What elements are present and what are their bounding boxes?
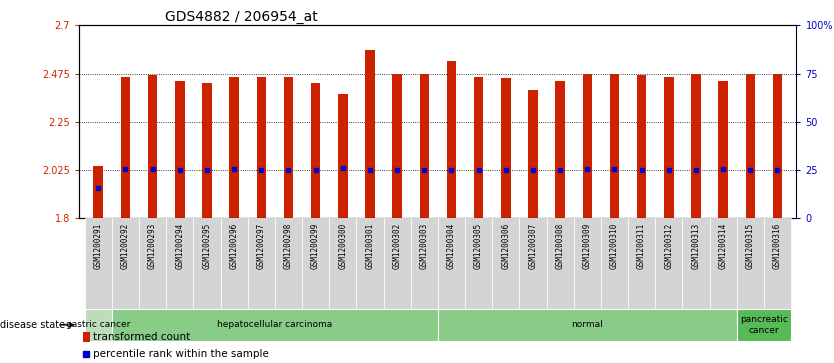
Text: transformed count: transformed count bbox=[93, 332, 191, 342]
Bar bbox=[202, 83, 212, 218]
Text: gastric cancer: gastric cancer bbox=[66, 321, 130, 329]
Bar bbox=[600, 218, 628, 309]
Bar bbox=[311, 83, 320, 218]
Text: GSM1200313: GSM1200313 bbox=[691, 222, 701, 269]
Text: GSM1200294: GSM1200294 bbox=[175, 222, 184, 269]
Text: pancreatic
cancer: pancreatic cancer bbox=[740, 315, 788, 335]
Bar bbox=[520, 218, 546, 309]
Bar bbox=[764, 218, 791, 309]
Bar bbox=[637, 74, 646, 218]
Bar bbox=[220, 218, 248, 309]
Bar bbox=[121, 77, 130, 218]
Text: GSM1200305: GSM1200305 bbox=[474, 222, 483, 269]
Bar bbox=[356, 218, 384, 309]
Text: GSM1200302: GSM1200302 bbox=[393, 222, 402, 269]
Bar bbox=[628, 218, 656, 309]
Bar bbox=[772, 73, 782, 218]
Bar bbox=[365, 50, 374, 218]
Text: GSM1200303: GSM1200303 bbox=[420, 222, 429, 269]
Bar bbox=[492, 218, 520, 309]
Text: GSM1200300: GSM1200300 bbox=[339, 222, 347, 269]
Bar bbox=[447, 61, 456, 218]
Bar bbox=[93, 167, 103, 218]
Text: GSM1200297: GSM1200297 bbox=[257, 222, 266, 269]
Text: GSM1200299: GSM1200299 bbox=[311, 222, 320, 269]
Text: GSM1200292: GSM1200292 bbox=[121, 222, 130, 269]
Bar bbox=[148, 74, 158, 218]
Bar bbox=[736, 218, 764, 309]
Bar bbox=[582, 73, 592, 218]
Bar bbox=[175, 81, 184, 218]
Bar bbox=[193, 218, 220, 309]
Bar bbox=[438, 309, 736, 341]
Bar bbox=[302, 218, 329, 309]
Text: hepatocellular carcinoma: hepatocellular carcinoma bbox=[217, 321, 333, 329]
Text: percentile rank within the sample: percentile rank within the sample bbox=[93, 349, 269, 359]
Text: disease state: disease state bbox=[0, 320, 65, 330]
Bar bbox=[229, 77, 239, 218]
Bar bbox=[746, 73, 755, 218]
Bar bbox=[85, 309, 112, 341]
Bar bbox=[112, 218, 139, 309]
Text: GSM1200304: GSM1200304 bbox=[447, 222, 456, 269]
Text: GSM1200309: GSM1200309 bbox=[583, 222, 592, 269]
Bar bbox=[474, 77, 484, 218]
Bar bbox=[555, 81, 565, 218]
Bar bbox=[656, 218, 682, 309]
Bar bbox=[275, 218, 302, 309]
Bar bbox=[682, 218, 710, 309]
Text: GSM1200311: GSM1200311 bbox=[637, 222, 646, 269]
Bar bbox=[610, 73, 619, 218]
Text: GSM1200316: GSM1200316 bbox=[773, 222, 782, 269]
Bar bbox=[410, 218, 438, 309]
Bar bbox=[85, 218, 112, 309]
Text: GSM1200296: GSM1200296 bbox=[229, 222, 239, 269]
Bar bbox=[384, 218, 410, 309]
Bar bbox=[546, 218, 574, 309]
Bar bbox=[284, 77, 294, 218]
Text: GSM1200293: GSM1200293 bbox=[148, 222, 157, 269]
Text: GSM1200298: GSM1200298 bbox=[284, 222, 293, 269]
Text: GSM1200291: GSM1200291 bbox=[93, 222, 103, 269]
Bar bbox=[338, 94, 348, 218]
Bar bbox=[248, 218, 275, 309]
Bar bbox=[438, 218, 465, 309]
Bar bbox=[664, 77, 674, 218]
Bar bbox=[257, 77, 266, 218]
Bar bbox=[691, 73, 701, 218]
Text: GSM1200315: GSM1200315 bbox=[746, 222, 755, 269]
Bar bbox=[465, 218, 492, 309]
Text: GSM1200307: GSM1200307 bbox=[529, 222, 537, 269]
Bar bbox=[329, 218, 356, 309]
Bar bbox=[501, 78, 510, 218]
Bar bbox=[166, 218, 193, 309]
Bar bbox=[574, 218, 600, 309]
Text: GSM1200314: GSM1200314 bbox=[719, 222, 727, 269]
Bar bbox=[736, 309, 791, 341]
Bar bbox=[420, 73, 429, 218]
Bar bbox=[528, 90, 538, 218]
Text: GSM1200308: GSM1200308 bbox=[555, 222, 565, 269]
Bar bbox=[112, 309, 438, 341]
Text: GDS4882 / 206954_at: GDS4882 / 206954_at bbox=[165, 11, 318, 24]
Bar bbox=[710, 218, 736, 309]
Bar bbox=[139, 218, 166, 309]
Text: GSM1200306: GSM1200306 bbox=[501, 222, 510, 269]
Bar bbox=[83, 332, 90, 342]
Text: GSM1200295: GSM1200295 bbox=[203, 222, 212, 269]
Text: normal: normal bbox=[571, 321, 603, 329]
Bar bbox=[718, 81, 728, 218]
Text: GSM1200310: GSM1200310 bbox=[610, 222, 619, 269]
Text: GSM1200301: GSM1200301 bbox=[365, 222, 374, 269]
Text: GSM1200312: GSM1200312 bbox=[664, 222, 673, 269]
Bar bbox=[392, 73, 402, 218]
